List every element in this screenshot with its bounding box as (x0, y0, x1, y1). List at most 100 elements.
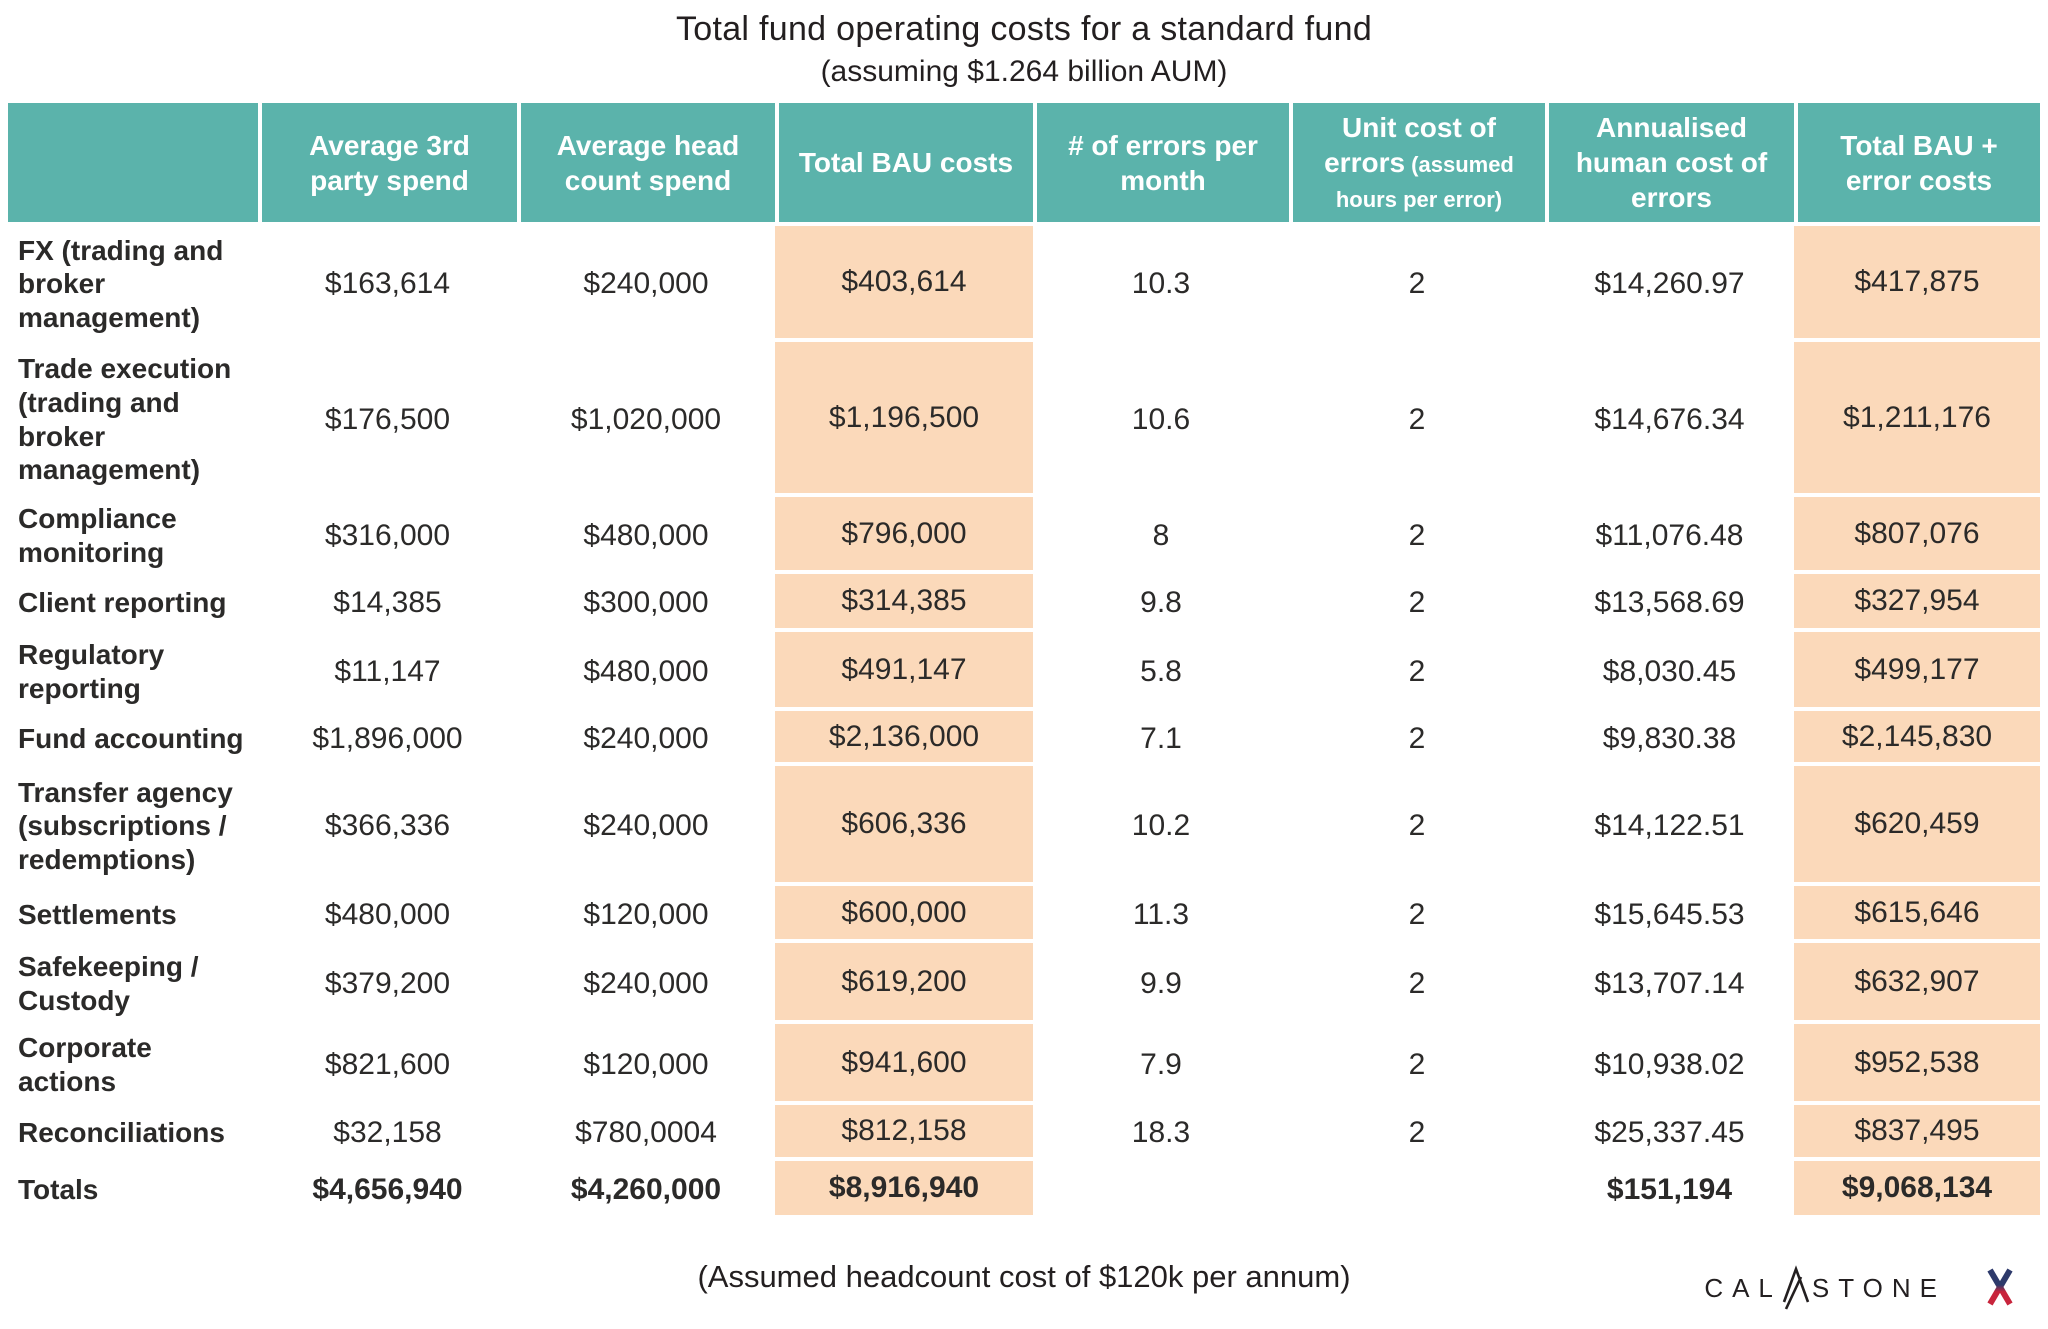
table-cell: 2 (1408, 518, 1426, 552)
header-cell-7: Total BAU + error costs (1794, 103, 2040, 222)
table-cell: $120,000 (583, 897, 709, 931)
table-cell: $812,158 (775, 1105, 1033, 1161)
calastone-logo: CAL STONE (1704, 1265, 2014, 1311)
table-cell: $300,000 (583, 586, 709, 619)
table-cell: 2 (1408, 267, 1426, 300)
table-cell: 9.9 (1140, 966, 1182, 1000)
table-cell: 8 (1152, 518, 1170, 552)
row-label: Trade execution (trading and broker mana… (18, 353, 232, 486)
header-cell-1: Average 3rd party spend (258, 103, 517, 222)
costs-table: Average 3rd party spend Average head coun… (8, 103, 2040, 1219)
table-cell: $837,495 (1794, 1105, 2040, 1161)
table-row: Transfer agency (subscriptions / redempt… (8, 766, 2040, 886)
table-cell: 2 (1408, 966, 1426, 1000)
table-cell: $316,000 (324, 518, 451, 552)
table-row: Totals $4,656,940 $4,260,000 $8,916,940 $151… (8, 1161, 2040, 1219)
table-body: FX (trading and broker management) $163,6… (8, 226, 2040, 1219)
table-row: Regulatory reporting $11,147 $480,000 $491,… (8, 632, 2040, 711)
table-cell: $632,907 (1794, 943, 2040, 1024)
table-cell: $620,459 (1794, 766, 2040, 886)
row-label: FX (trading and broker management) (18, 234, 224, 333)
calastone-a-icon (1782, 1265, 1810, 1310)
table-cell: $11,076.48 (1595, 518, 1744, 552)
table-cell: $379,200 (324, 966, 451, 1000)
header-cell-3: Total BAU costs (775, 103, 1033, 222)
table-cell: $417,875 (1794, 226, 2040, 342)
table-row: Trade execution (trading and broker mana… (8, 342, 2040, 497)
table-cell: $314,385 (775, 574, 1033, 632)
table-cell: $403,614 (775, 226, 1033, 342)
table-cell: $14,385 (333, 586, 442, 619)
page-subtitle: (assuming $1.264 billion AUM) (820, 55, 1228, 88)
table-cell: $821,600 (324, 1047, 451, 1081)
row-label: Client reporting (18, 587, 227, 619)
table-cell: $240,000 (583, 721, 709, 755)
header-cell-5: Unit cost of errors (assumed hours per e… (1289, 103, 1545, 222)
table-cell: $952,538 (1794, 1024, 2040, 1105)
header-cell-6: Annualised human cost of errors (1545, 103, 1794, 222)
table-cell: $8,030.45 (1602, 654, 1737, 688)
table-cell: 18.3 (1131, 1116, 1191, 1149)
row-label: Reconciliations (18, 1117, 225, 1149)
table-cell: $11,147 (334, 654, 441, 688)
table-cell: 7.9 (1140, 1047, 1182, 1081)
title-block: Total fund operating costs for a standar… (0, 0, 2048, 89)
table-cell: 2 (1408, 1047, 1426, 1081)
table-cell: $807,076 (1794, 497, 2040, 574)
table-cell: $25,337.45 (1594, 1116, 1745, 1149)
table-cell: $9,830.38 (1602, 721, 1737, 755)
table-cell: 10.2 (1131, 809, 1191, 842)
table-cell: 2 (1408, 586, 1426, 619)
table-row: FX (trading and broker management) $163,6… (8, 226, 2040, 342)
header-cell-row-labels (8, 103, 258, 222)
table-cell: $780,0004 (575, 1116, 717, 1149)
table-cell: $2,145,830 (1794, 711, 2040, 766)
table-cell: $4,260,000 (570, 1173, 722, 1206)
table-row: Client reporting $14,385 $300,000 $314,385 9… (8, 574, 2040, 632)
table-cell: $163,614 (324, 267, 451, 300)
table-cell: 2 (1408, 897, 1426, 931)
table-cell: $10,938.02 (1594, 1047, 1745, 1081)
table-row: Reconciliations $32,158 $780,0004 $812,158 1… (8, 1105, 2040, 1161)
table-cell: $240,000 (583, 809, 709, 842)
footnote: (Assumed headcount cost of $120k per ann… (697, 1259, 1351, 1294)
table-cell: 10.6 (1131, 402, 1191, 436)
table-cell: $151,194 (1606, 1173, 1733, 1206)
page-footer: (Assumed headcount cost of $120k per ann… (0, 1245, 2048, 1329)
table-cell: $32,158 (333, 1116, 442, 1149)
table-cell: $14,122.51 (1594, 809, 1745, 842)
table-cell: 7.1 (1140, 721, 1182, 755)
table-cell: $1,020,000 (570, 402, 722, 436)
table-cell: $8,916,940 (775, 1161, 1033, 1219)
table-cell: $13,707.14 (1594, 966, 1745, 1000)
table-cell (1289, 1161, 1545, 1219)
table-cell: $2,136,000 (775, 711, 1033, 766)
table-cell: 2 (1408, 809, 1426, 842)
table-cell: $240,000 (583, 267, 709, 300)
table-cell: $9,068,134 (1794, 1161, 2040, 1219)
row-label: Fund accounting (18, 722, 244, 754)
row-label: Regulatory reporting (18, 638, 165, 704)
table-cell: $327,954 (1794, 574, 2040, 632)
table-cell: $120,000 (583, 1047, 709, 1081)
table-cell: 2 (1408, 402, 1426, 436)
table-cell: $13,568.69 (1594, 586, 1745, 619)
table-row: Compliance monitoring $316,000 $480,000 $79… (8, 497, 2040, 574)
table-cell: $176,500 (324, 402, 451, 436)
table-cell: $4,656,940 (312, 1173, 463, 1206)
table-cell: $491,147 (775, 632, 1033, 711)
table-cell: $1,211,176 (1794, 342, 2040, 497)
logo-text-right: STONE (1811, 1272, 1946, 1303)
table-cell (1033, 1161, 1289, 1219)
table-cell: $480,000 (583, 654, 709, 688)
calastone-x-icon (1987, 1268, 2013, 1306)
table-cell: 10.3 (1131, 267, 1191, 300)
header-cell-2: Average head count spend (517, 103, 775, 222)
row-label: Safekeeping / Custody (18, 950, 199, 1016)
table-cell: $366,336 (324, 809, 451, 842)
table-cell: 2 (1408, 721, 1426, 755)
header-cell-4: # of errors per month (1033, 103, 1289, 222)
table-cell: $941,600 (775, 1024, 1033, 1105)
table-header-row: Average 3rd party spend Average head coun… (8, 103, 2040, 222)
table-cell: 2 (1408, 654, 1426, 688)
